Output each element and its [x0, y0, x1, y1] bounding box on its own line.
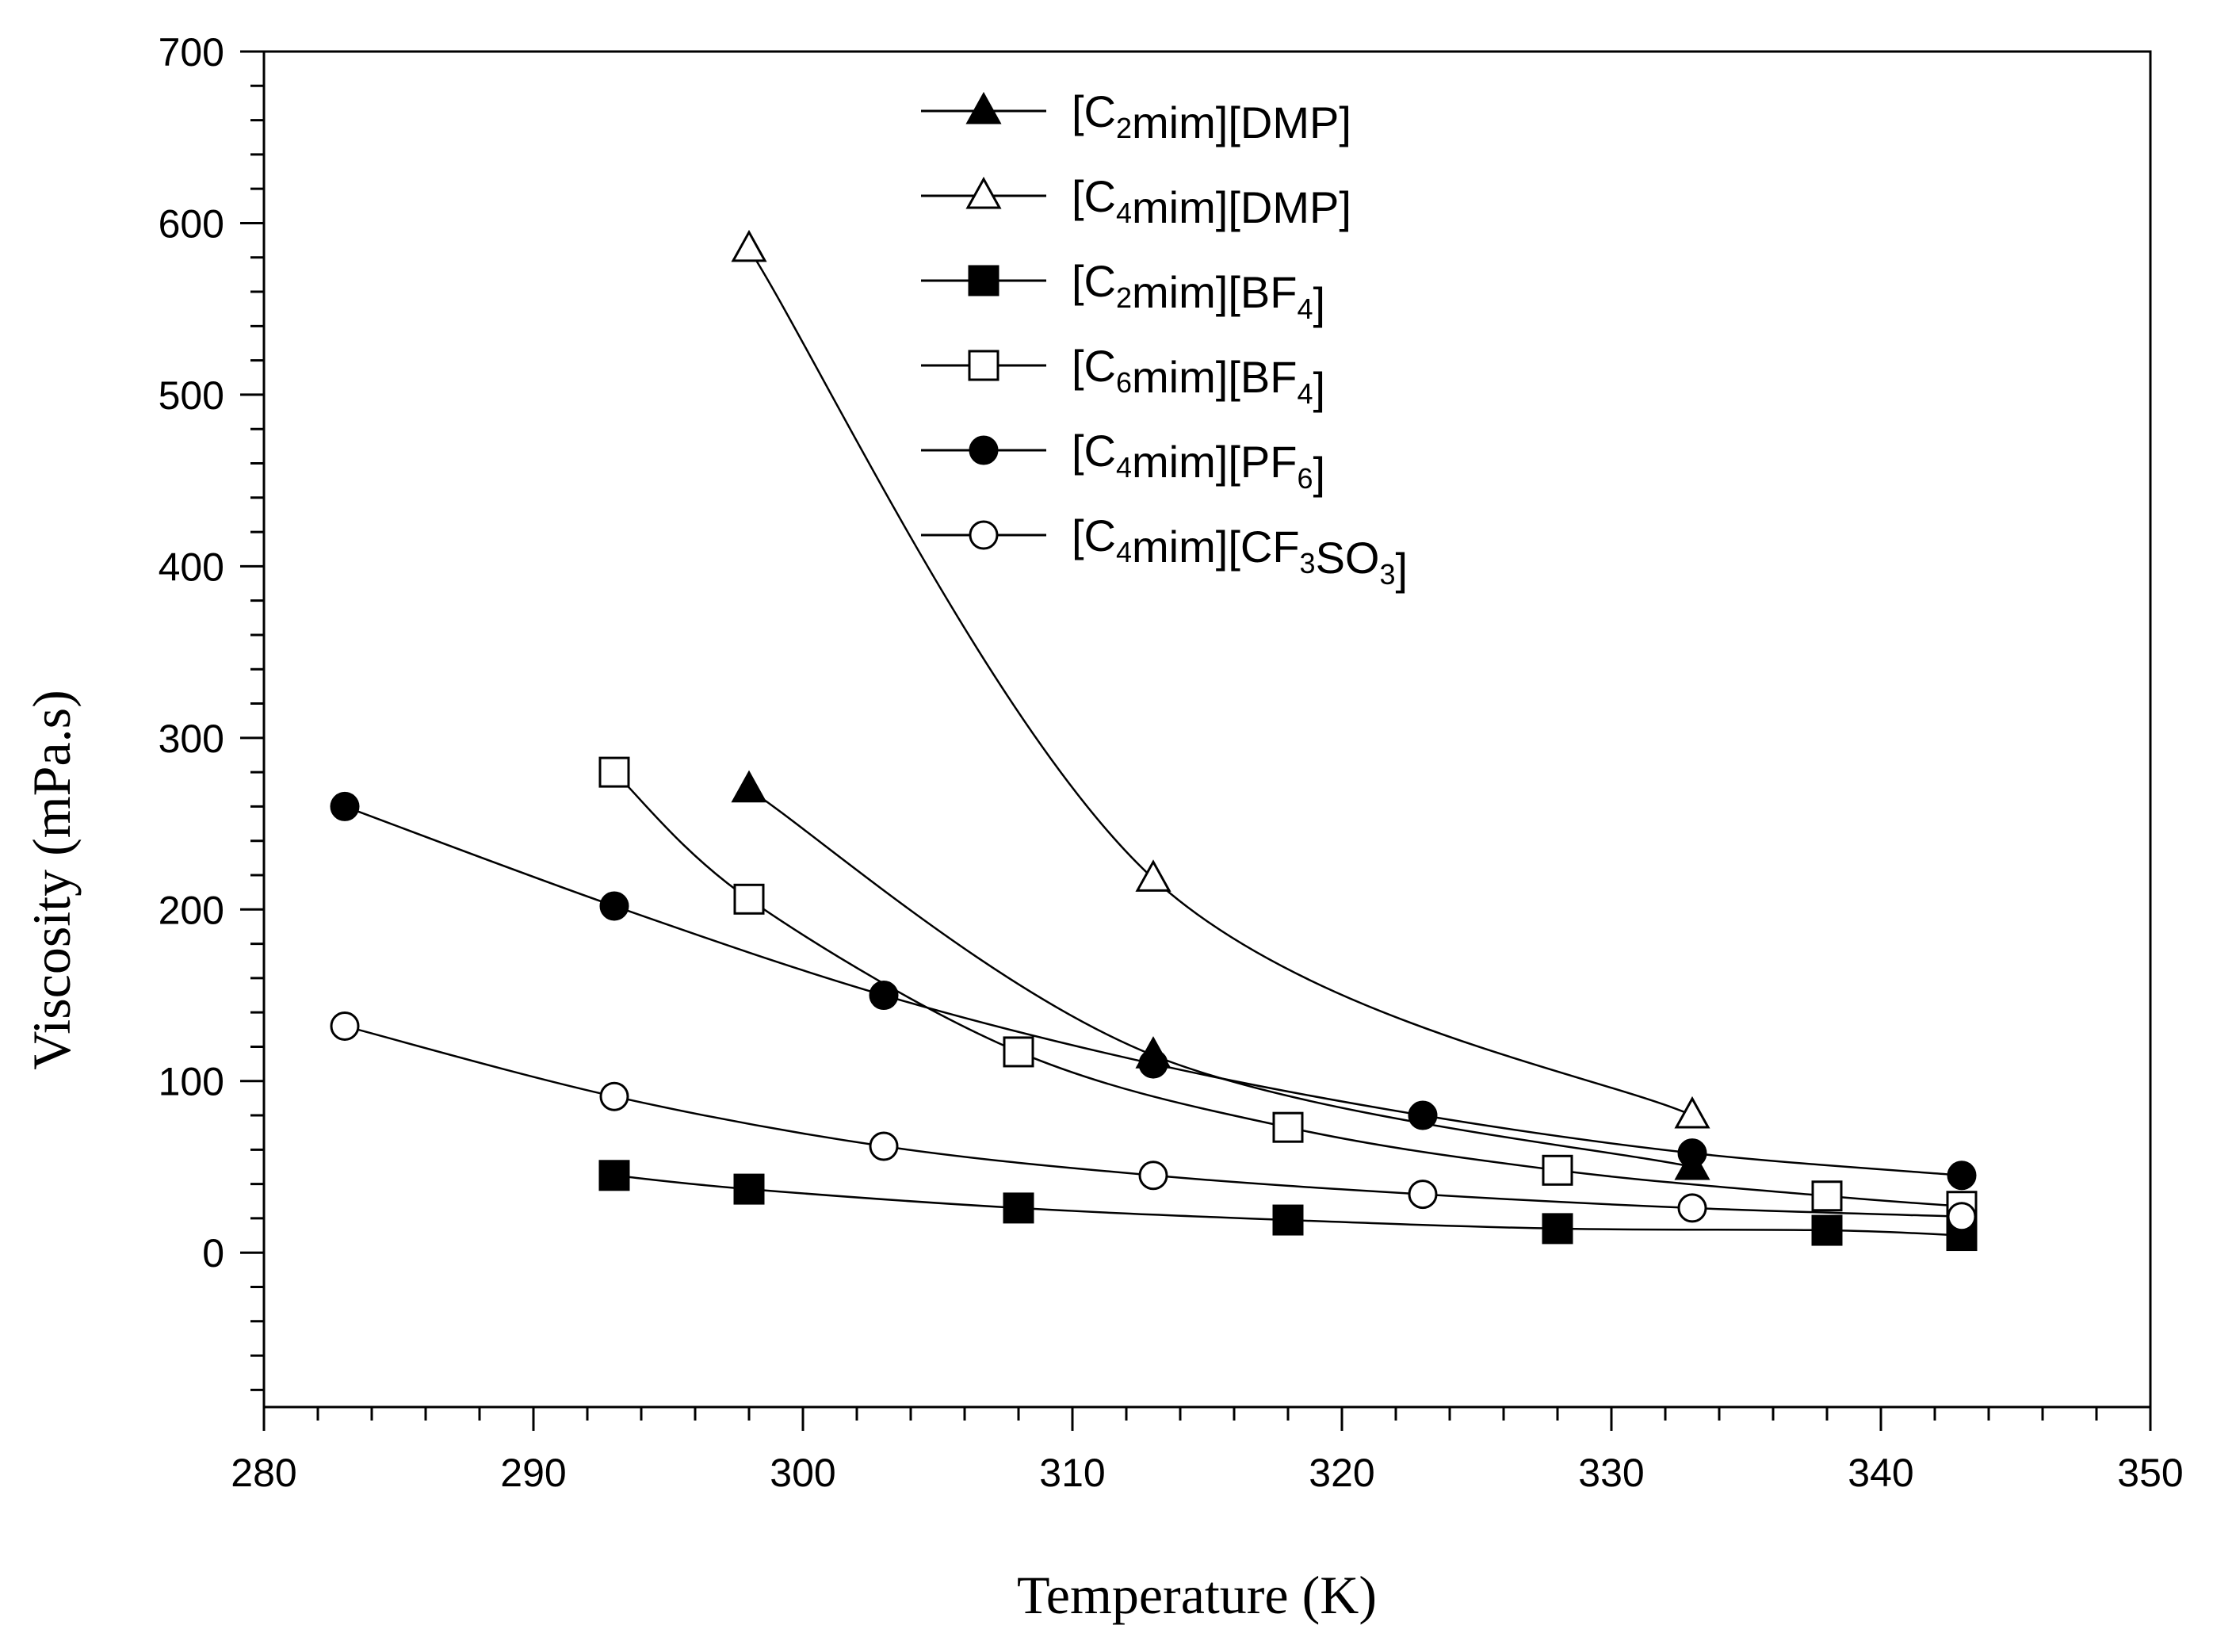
- plot-frame: [262, 50, 2152, 1409]
- x-tick-label: 340: [1848, 1451, 1913, 1495]
- data-point: [330, 791, 360, 821]
- data-point: [1811, 1214, 1843, 1246]
- legend-marker: [965, 91, 1002, 124]
- y-tick-label: 600: [159, 201, 224, 246]
- data-point: [330, 1011, 360, 1041]
- series-5: [330, 1011, 1977, 1232]
- y-axis-title: Viscosity (mPa.s): [21, 690, 82, 1069]
- data-point: [733, 1173, 765, 1205]
- data-point: [1947, 1202, 1977, 1232]
- legend-label: [C4mim][DMP]: [1072, 171, 1351, 232]
- series-1: [731, 229, 1710, 1129]
- legend-label: [C4mim][CF3SO3]: [1072, 511, 1408, 594]
- data-point: [1542, 1154, 1573, 1186]
- data-point: [1003, 1192, 1034, 1224]
- legend-label: [C4mim][PF6]: [1072, 426, 1325, 498]
- x-tick-label: 310: [1039, 1451, 1105, 1495]
- data-point: [598, 1160, 630, 1191]
- y-tick-label: 700: [159, 30, 224, 75]
- data-point: [1674, 1096, 1710, 1129]
- legend-marker: [969, 520, 999, 550]
- legend-label: [C6mim][BF4]: [1072, 341, 1325, 413]
- y-tick-label: 200: [159, 888, 224, 932]
- x-tick-label: 300: [770, 1451, 835, 1495]
- y-tick-label: 500: [159, 373, 224, 418]
- legend-entry: [C6mim][BF4]: [921, 341, 1325, 413]
- x-tick-label: 330: [1578, 1451, 1644, 1495]
- data-point: [733, 883, 765, 915]
- data-point: [1408, 1180, 1438, 1210]
- data-point: [1811, 1180, 1843, 1212]
- x-tick-label: 350: [2117, 1451, 2183, 1495]
- data-point: [1272, 1111, 1304, 1143]
- series-3: [598, 756, 1978, 1222]
- x-tick-label: 290: [500, 1451, 566, 1495]
- y-tick-label: 100: [159, 1060, 224, 1104]
- series-2: [598, 1160, 1978, 1252]
- data-point: [1003, 1036, 1034, 1068]
- x-tick-label: 320: [1309, 1451, 1374, 1495]
- legend-entry: [C2mim][DMP]: [921, 86, 1351, 147]
- data-point: [599, 1081, 629, 1111]
- legend-entry: [C4mim][DMP]: [921, 171, 1351, 232]
- data-point: [1135, 859, 1171, 892]
- legend-entry: [C4mim][PF6]: [921, 426, 1325, 498]
- data-point: [1677, 1138, 1707, 1168]
- data-point: [1677, 1193, 1707, 1223]
- series-4: [330, 791, 1977, 1191]
- x-tick-label: 280: [231, 1451, 296, 1495]
- data-point: [1138, 1049, 1168, 1079]
- legend-marker: [969, 435, 999, 465]
- axes: 0 100 200 300 400 500 600 700 280 290 300 310 320 330…: [159, 30, 2184, 1495]
- data-point: [869, 1131, 899, 1161]
- data-point: [1542, 1213, 1573, 1245]
- legend-marker: [968, 350, 999, 381]
- data-point: [1138, 1161, 1168, 1191]
- legend-marker: [968, 265, 999, 296]
- legend-entry: [C4mim][CF3SO3]: [921, 511, 1408, 594]
- y-tick-label: 0: [202, 1231, 224, 1275]
- y-tick-label: 300: [159, 717, 224, 761]
- series-line: [747, 248, 1693, 1117]
- legend-marker: [965, 176, 1002, 209]
- legend-label: [C2mim][BF4]: [1072, 256, 1325, 328]
- data-point: [1408, 1100, 1438, 1130]
- data-point: [598, 756, 630, 788]
- data-point: [1947, 1161, 1977, 1191]
- data-point: [731, 229, 767, 262]
- data-point: [1272, 1204, 1304, 1236]
- legend-entry: [C2mim][BF4]: [921, 256, 1325, 328]
- data-point: [869, 981, 899, 1011]
- legend-label: [C2mim][DMP]: [1072, 86, 1351, 147]
- series-layer: [330, 229, 1978, 1252]
- x-axis-title: Temperature (K): [1017, 1565, 1377, 1625]
- y-tick-label: 400: [159, 545, 224, 589]
- legend: [C2mim][DMP] [C4mim][DMP] [C2mim][BF4] [C6m…: [921, 86, 1408, 594]
- data-point: [599, 891, 629, 921]
- data-point: [731, 770, 767, 803]
